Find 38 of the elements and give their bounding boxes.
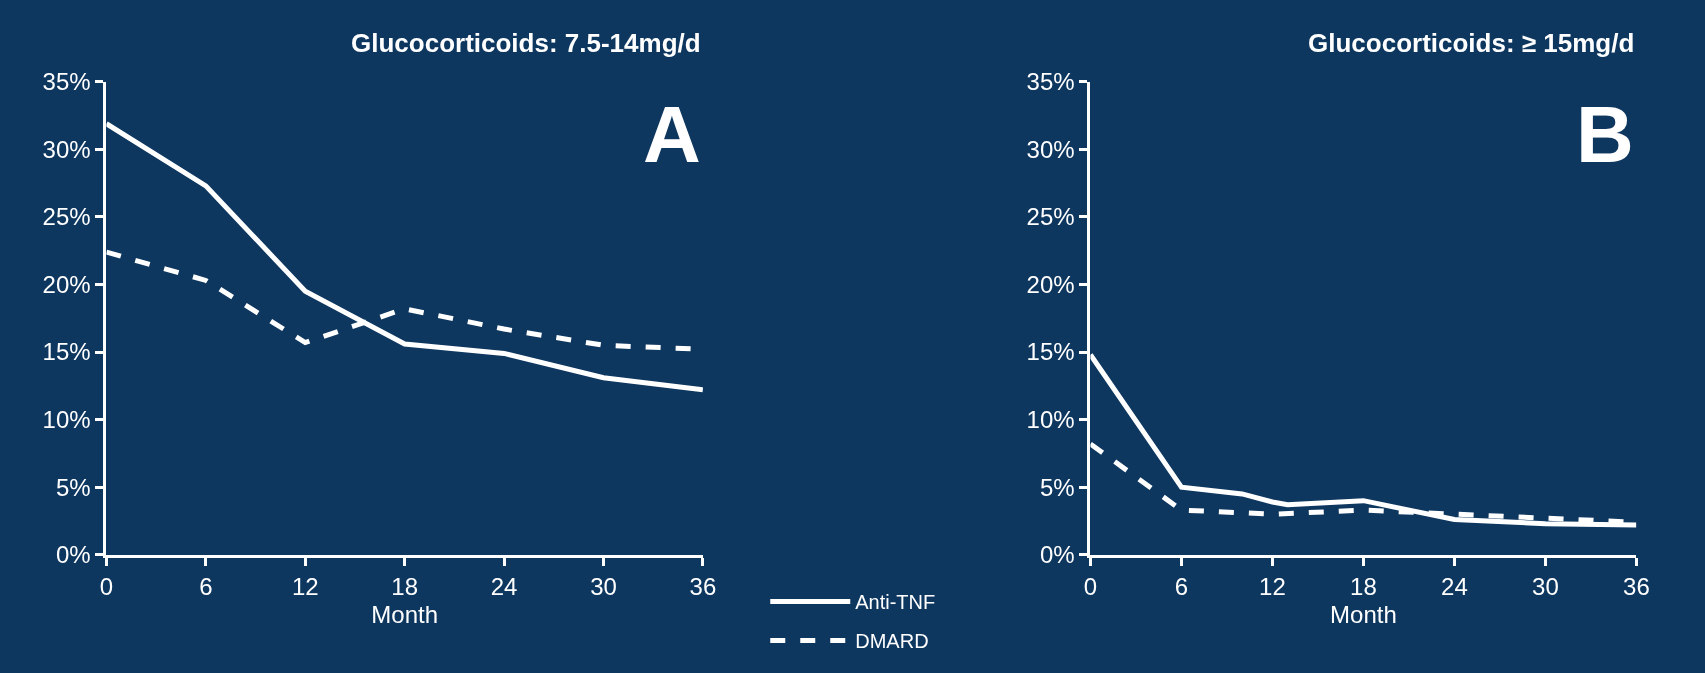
x-tick-label: 6 <box>1174 572 1189 600</box>
y-tick-label: 20% <box>42 270 91 298</box>
legend-label: DMARD <box>855 630 929 653</box>
y-tick-label: 25% <box>1026 203 1075 231</box>
x-tick-label: 30 <box>1532 572 1559 600</box>
y-tick-label: 5% <box>1039 473 1075 501</box>
x-tick-label: 36 <box>689 572 717 600</box>
x-tick-label: 12 <box>291 572 319 600</box>
y-tick-label: 15% <box>1026 338 1075 366</box>
y-tick-label: 35% <box>42 68 91 96</box>
y-tick-label: 35% <box>1026 68 1075 96</box>
x-tick-label: 30 <box>590 572 617 600</box>
annotation: B <box>1576 90 1634 179</box>
x-tick-label: 18 <box>391 572 419 600</box>
y-tick-label: 20% <box>1026 270 1075 298</box>
x-axis-title: Month <box>371 600 439 628</box>
y-tick-label: 10% <box>1026 406 1075 433</box>
y-tick-label: 0% <box>1039 541 1075 569</box>
y-tick-label: 5% <box>55 473 91 501</box>
x-tick-label: 18 <box>1350 572 1377 600</box>
x-axis-title: Month <box>1330 600 1397 628</box>
y-tick-label: 0% <box>55 541 91 569</box>
x-tick-label: 36 <box>1623 572 1650 600</box>
chart-title: Glucocorticoids: 7.5-14mg/d <box>351 28 701 58</box>
legend-label: Anti-TNF <box>855 591 936 614</box>
x-tick-label: 0 <box>99 572 114 600</box>
y-tick-label: 30% <box>1026 135 1075 163</box>
x-tick-label: 6 <box>199 572 213 600</box>
annotation: A <box>643 90 701 179</box>
chart-title: Glucocorticoids: ≥ 15mg/d <box>1308 28 1635 58</box>
x-tick-label: 24 <box>1441 572 1468 600</box>
y-tick-label: 10% <box>42 406 91 433</box>
x-tick-label: 0 <box>1083 572 1098 600</box>
y-tick-label: 15% <box>42 338 91 366</box>
x-tick-label: 24 <box>490 572 518 600</box>
y-tick-label: 30% <box>42 135 91 163</box>
x-tick-label: 12 <box>1259 572 1286 600</box>
y-tick-label: 25% <box>42 203 91 231</box>
